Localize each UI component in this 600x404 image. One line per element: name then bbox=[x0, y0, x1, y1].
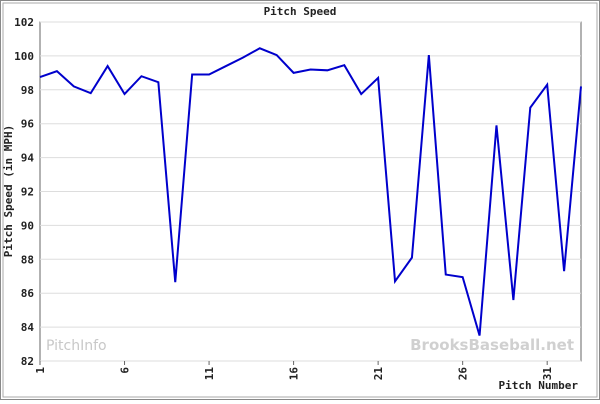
y-tick-label: 82 bbox=[21, 355, 34, 368]
x-tick-label: 26 bbox=[457, 367, 470, 381]
y-tick-label: 98 bbox=[21, 84, 34, 97]
y-tick-label: 90 bbox=[21, 219, 34, 232]
x-axis-label: Pitch Number bbox=[499, 379, 579, 392]
y-tick-label: 88 bbox=[21, 253, 34, 266]
y-tick-label: 86 bbox=[21, 287, 35, 300]
y-tick-label: 102 bbox=[14, 16, 34, 29]
x-tick-label: 6 bbox=[119, 367, 132, 374]
y-axis-label: Pitch Speed (in MPH) bbox=[2, 125, 15, 257]
x-tick-label: 21 bbox=[372, 367, 385, 381]
y-tick-label: 96 bbox=[21, 118, 35, 131]
chart-title: Pitch Speed bbox=[264, 5, 337, 18]
y-tick-label: 84 bbox=[21, 321, 35, 334]
y-tick-label: 92 bbox=[21, 186, 34, 199]
x-tick-label: 1 bbox=[34, 367, 47, 374]
watermark: PitchInfo bbox=[46, 338, 107, 354]
data-line bbox=[39, 47, 582, 336]
watermark: BrooksBaseball.net bbox=[410, 336, 574, 354]
x-tick-label: 31 bbox=[541, 367, 554, 381]
x-tick-label: 11 bbox=[203, 367, 216, 381]
inner-frame bbox=[2, 2, 598, 398]
y-tick-label: 94 bbox=[21, 152, 35, 165]
y-tick-label: 100 bbox=[14, 50, 34, 63]
x-tick-label: 16 bbox=[288, 367, 301, 381]
